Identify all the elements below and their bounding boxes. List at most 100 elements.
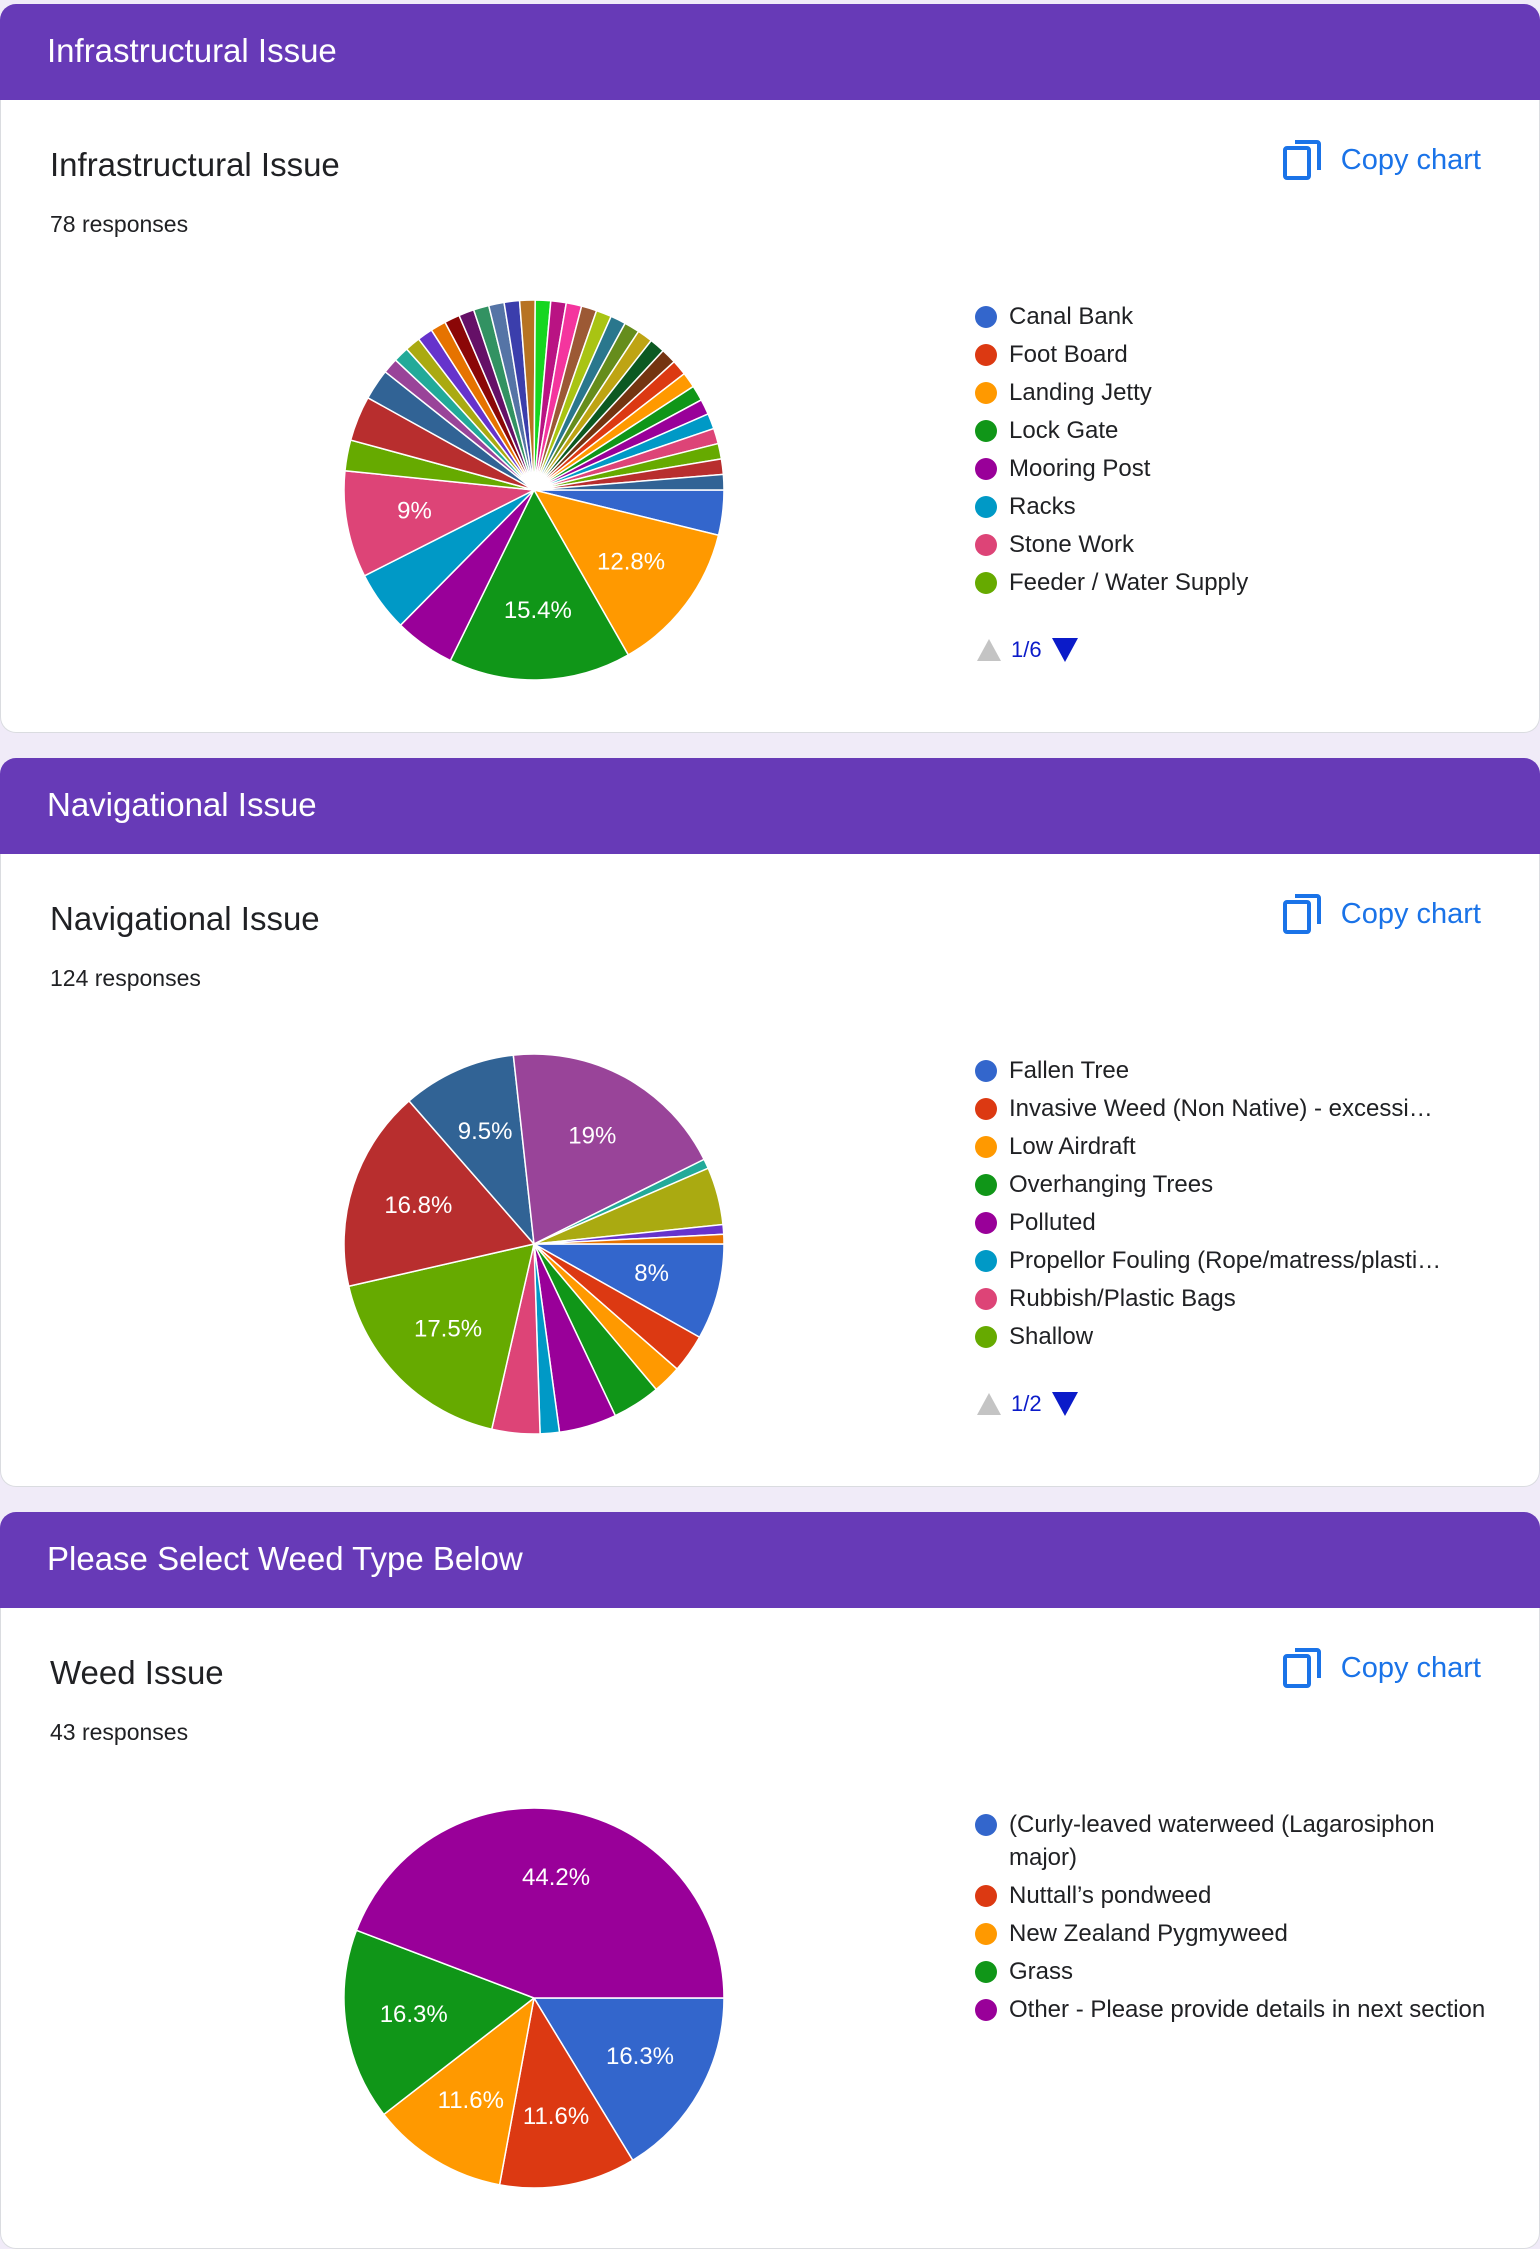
section-header: Navigational Issue: [0, 758, 1540, 854]
pager-up-icon[interactable]: [977, 639, 1001, 661]
legend-label: Fallen Tree: [1009, 1057, 1130, 1084]
pie-slice: [533, 473, 725, 491]
pie-slice: [449, 488, 630, 681]
legend-swatch: [975, 1174, 997, 1196]
slice-label: 15.4%: [504, 597, 572, 624]
legend-item: Racks: [975, 490, 1495, 523]
chart-legend: Canal Bank Foot Board Landing Jetty Lock Ga…: [975, 300, 1495, 604]
legend-label: Rubbish/Plastic Bags: [1009, 1285, 1236, 1312]
question-title: Navigational Issue: [50, 900, 320, 937]
pie-slice: [498, 1995, 634, 2189]
pie-slice: [512, 1053, 706, 1246]
legend-swatch: [975, 1326, 997, 1348]
legend-item: Stone Work: [975, 528, 1495, 561]
slice-label: 19%: [568, 1123, 616, 1150]
legend-label: Grass: [1009, 1958, 1074, 1985]
chart-legend: (Curly-leaved waterweed (Lagarosiphon ma…: [975, 1808, 1495, 2031]
pager-down-icon[interactable]: [1051, 638, 1078, 662]
legend-item: Feeder / Water Supply: [975, 566, 1495, 599]
pie-slice: [532, 488, 720, 656]
legend-swatch: [975, 1250, 997, 1272]
pie-slice: [343, 469, 537, 577]
pie-slice: [355, 1807, 725, 1999]
legend-label: New Zealand Pygmyweed: [1009, 1920, 1288, 1947]
copy-icon: [1282, 1648, 1321, 1688]
legend-label: Invasive Weed (Non Native) - excessi…: [1009, 1095, 1433, 1122]
copy-chart-label: Copy chart: [1340, 897, 1481, 930]
copy-icon: [1282, 894, 1321, 934]
chart-legend: Fallen Tree Invasive Weed (Non Native) - …: [975, 1054, 1495, 1358]
slice-label: 8%: [634, 1260, 669, 1287]
slice-label: 44.2%: [522, 1864, 590, 1891]
legend-swatch: [975, 458, 997, 480]
legend-label: Stone Work: [1009, 531, 1134, 558]
question-title: Infrastructural Issue: [50, 146, 340, 183]
slice-label: 9%: [397, 498, 432, 525]
slice-label: 17.5%: [414, 1315, 482, 1342]
section-header: Infrastructural Issue: [0, 4, 1540, 100]
legend-item: Rubbish/Plastic Bags: [975, 1282, 1495, 1315]
chart-card: Infrastructural Issue 78 responses Copy …: [0, 100, 1540, 733]
section-header-title: Navigational Issue: [47, 786, 317, 823]
slice-label: 12.8%: [597, 549, 665, 576]
legend-item: Fallen Tree: [975, 1054, 1495, 1087]
legend-label: Low Airdraft: [1009, 1133, 1136, 1160]
copy-chart-button[interactable]: Copy chart: [1282, 892, 1481, 936]
pie-slice: [343, 1099, 536, 1288]
pie-slice: [532, 1997, 725, 2162]
section-header: Please Select Weed Type Below: [0, 1512, 1540, 1608]
legend-label: Landing Jetty: [1009, 379, 1152, 406]
legend-item: (Curly-leaved waterweed (Lagarosiphon ma…: [975, 1808, 1495, 1874]
pie-slice: [382, 1996, 536, 2186]
legend-label: Foot Board: [1009, 341, 1128, 368]
pie-chart: 16.3% 11.6% 11.6% 16.3% 44.2%: [343, 1807, 725, 2189]
copy-chart-button[interactable]: Copy chart: [1282, 138, 1481, 182]
slice-label: 11.6%: [523, 2103, 589, 2130]
section-header-title: Please Select Weed Type Below: [47, 1540, 523, 1577]
pager-down-icon[interactable]: [1051, 1392, 1078, 1416]
legend-swatch: [975, 1999, 997, 2021]
slice-label: 11.6%: [438, 2087, 504, 2114]
legend-swatch: [975, 496, 997, 518]
copy-chart-button[interactable]: Copy chart: [1282, 1646, 1481, 1690]
legend-label: Racks: [1009, 493, 1076, 520]
legend-item: Landing Jetty: [975, 376, 1495, 409]
legend-item: Invasive Weed (Non Native) - excessi…: [975, 1092, 1495, 1125]
pie-slice: [407, 1054, 536, 1247]
legend-label: Nuttall’s pondweed: [1009, 1882, 1212, 1909]
legend-item: Grass: [975, 1955, 1495, 1988]
pager-up-icon[interactable]: [977, 1393, 1001, 1415]
legend-label: Lock Gate: [1009, 417, 1119, 444]
legend-swatch: [975, 382, 997, 404]
legend-item: Propellor Fouling (Rope/matress/plasti…: [975, 1244, 1495, 1277]
pie-slice: [533, 1233, 725, 1245]
legend-item: Low Airdraft: [975, 1130, 1495, 1163]
response-count: 43 responses: [50, 1719, 189, 1745]
legend-item: Nuttall’s pondweed: [975, 1879, 1495, 1912]
legend-label: Polluted: [1009, 1209, 1096, 1236]
legend-item: Overhanging Trees: [975, 1168, 1495, 1201]
legend-item: Canal Bank: [975, 300, 1495, 333]
legend-label: Shallow: [1009, 1323, 1094, 1350]
legend-label: Overhanging Trees: [1009, 1171, 1214, 1198]
legend-swatch: [975, 1923, 997, 1945]
legend-item: Lock Gate: [975, 414, 1495, 447]
copy-icon: [1282, 140, 1321, 180]
legend-item: Shallow: [975, 1320, 1495, 1353]
legend-item: Other - Please provide details in next s…: [975, 1993, 1495, 2026]
response-count: 78 responses: [50, 211, 189, 237]
legend-swatch: [975, 1814, 997, 1836]
legend-swatch: [975, 1288, 997, 1310]
legend-swatch: [975, 534, 997, 556]
legend-label: (Curly-leaved waterweed (Lagarosiphon ma…: [1009, 1811, 1435, 1871]
pie-chart: 8% 17.5% 16.8% 9.5% 19%: [343, 1053, 725, 1435]
response-count: 124 responses: [50, 965, 201, 991]
chart-card: Navigational Issue 124 responses Copy ch…: [0, 854, 1540, 1487]
copy-chart-label: Copy chart: [1340, 143, 1481, 176]
legend-swatch: [975, 1136, 997, 1158]
section-header-title: Infrastructural Issue: [47, 32, 337, 69]
legend-swatch: [975, 344, 997, 366]
legend-label: Other - Please provide details in next s…: [1009, 1996, 1486, 2023]
legend-swatch: [975, 1098, 997, 1120]
pie-slice: [531, 1243, 725, 1339]
